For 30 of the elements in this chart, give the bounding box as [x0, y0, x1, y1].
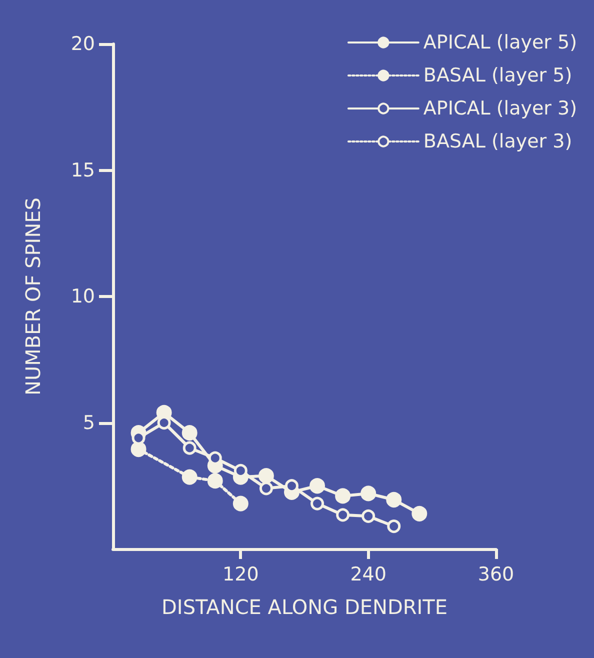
legend-label: APICAL (layer 5)	[423, 32, 578, 54]
point	[259, 482, 273, 496]
y-tick-label: 15	[70, 159, 95, 182]
legend-label: APICAL (layer 3)	[423, 98, 578, 120]
point	[412, 506, 428, 522]
point	[182, 425, 198, 441]
legend-label: BASAL (layer 5)	[423, 64, 572, 86]
x-axis-title: DISTANCE ALONG DENDRITE	[162, 595, 448, 619]
x-tick-label: 240	[350, 564, 386, 586]
point	[362, 509, 376, 523]
point	[258, 468, 274, 484]
point	[335, 488, 351, 504]
point	[207, 473, 223, 489]
point	[232, 496, 248, 512]
point	[310, 496, 324, 510]
y-tick-label: 10	[70, 286, 95, 308]
point	[360, 486, 376, 502]
point	[386, 492, 402, 508]
point	[336, 508, 350, 522]
point	[387, 520, 401, 534]
point	[130, 442, 146, 458]
point	[182, 441, 196, 455]
x-tick-label: 360	[478, 564, 514, 586]
legend-label: BASAL (layer 3)	[423, 130, 572, 152]
y-tick-label: 20	[70, 33, 95, 55]
point	[310, 478, 326, 494]
y-tick-label: 5	[82, 412, 95, 434]
y-axis-title: NUMBER OF SPINES	[21, 197, 45, 396]
point	[182, 469, 198, 485]
x-tick-label: 120	[222, 564, 259, 586]
